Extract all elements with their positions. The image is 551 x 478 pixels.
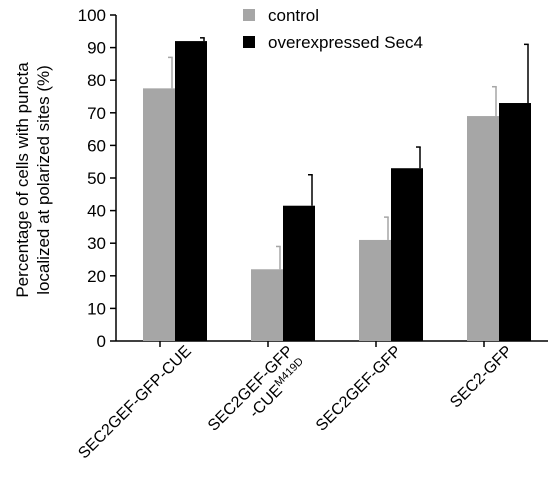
y-tick-label: 80 — [87, 71, 106, 90]
legend-label-control: control — [268, 6, 319, 25]
category-label: SEC2GEF-GFP — [205, 343, 297, 435]
y-tick-label: 60 — [87, 136, 106, 155]
legend-swatch-sec4 — [243, 36, 255, 48]
category-label: SEC2GEF-GFP — [313, 343, 405, 435]
category-labels: SEC2GEF-GFP-CUE SEC2GEF-GFP-CUEM419D SEC2G… — [75, 343, 516, 463]
bar-control — [359, 239, 391, 341]
category-label-group: SEC2-GFP — [447, 343, 516, 412]
y-axis-title-line2: localized at polarized sites (%) — [34, 65, 53, 295]
legend-label-sec4: overexpressed Sec4 — [268, 33, 423, 52]
legend: control overexpressed Sec4 — [243, 6, 423, 52]
y-tick-label: 40 — [87, 202, 106, 221]
category-label: SEC2GEF-GFP-CUE — [75, 343, 195, 463]
bar-control — [143, 88, 175, 341]
y-tick-label: 90 — [87, 39, 106, 58]
category-label-group: SEC2GEF-GFP-CUEM419D — [205, 343, 306, 435]
y-tick-label: 100 — [78, 6, 106, 25]
legend-swatch-control — [243, 9, 255, 21]
y-axis-title-line1: Percentage of cells with puncta — [13, 62, 32, 298]
bar-control — [251, 269, 283, 341]
y-tick-label: 10 — [87, 299, 106, 318]
category-label: SEC2-GFP — [447, 343, 516, 412]
y-tick-label: 0 — [97, 332, 106, 351]
y-tick-label: 30 — [87, 234, 106, 253]
y-tick-label: 20 — [87, 267, 106, 286]
y-tick-label: 70 — [87, 104, 106, 123]
bar-sec4 — [499, 103, 531, 342]
bar-sec4 — [283, 205, 315, 341]
y-axis: 0 10 20 30 40 50 60 70 80 90 100 — [78, 6, 117, 351]
bar-sec4 — [391, 168, 423, 341]
y-tick-label: 50 — [87, 169, 106, 188]
bars — [143, 41, 531, 342]
category-label-group: SEC2GEF-GFP — [313, 343, 405, 435]
category-label-group: SEC2GEF-GFP-CUE — [75, 343, 195, 463]
bar-sec4 — [175, 41, 207, 342]
y-axis-title: Percentage of cells with puncta localize… — [13, 62, 53, 298]
error-bars — [168, 37, 529, 270]
bar-control — [467, 116, 499, 341]
